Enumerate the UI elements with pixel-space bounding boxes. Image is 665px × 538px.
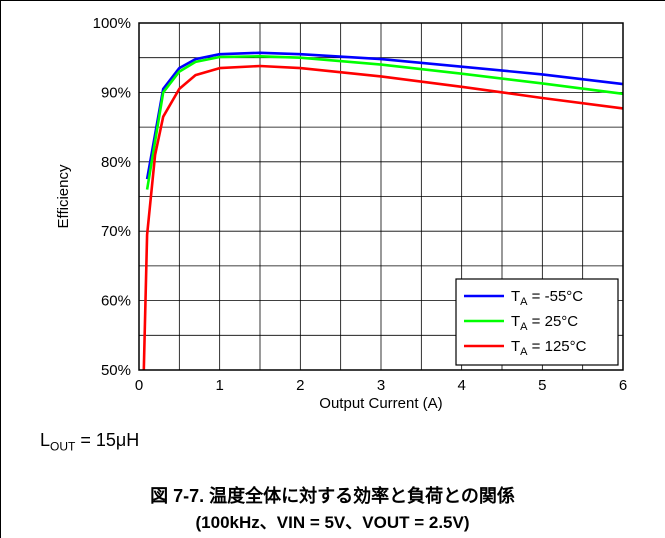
inductor-note: LOUT = 15μH: [40, 430, 139, 454]
frame-left-border: [0, 0, 1, 538]
note-sub: OUT: [50, 439, 76, 454]
y-tick-label: 90%: [101, 84, 131, 101]
x-tick-label: 4: [457, 377, 465, 394]
y-tick-label: 70%: [101, 223, 131, 240]
y-tick-label: 50%: [101, 362, 131, 379]
x-tick-labels: 0 1 2 3 4 5 6: [135, 377, 627, 394]
legend-entry: TA = 125°C: [511, 338, 587, 358]
frame-top-border: [0, 0, 665, 1]
y-tick-label: 80%: [101, 154, 131, 171]
series-lines: [142, 51, 624, 371]
efficiency-chart: 0 1 2 3 4 5 6 50% 60% 70% 80% 90% 100% Output Curre…: [55, 15, 627, 412]
x-tick-label: 2: [296, 377, 304, 394]
figure-caption-conditions: (100kHz、VIN = 5V、VOUT = 2.5V): [195, 513, 470, 532]
x-tick-label: 1: [215, 377, 223, 394]
figure-caption-title: 図 7-7. 温度全体に対する効率と負荷との関係: [150, 486, 515, 506]
y-tick-labels: 50% 60% 70% 80% 90% 100%: [93, 15, 131, 379]
legend-entry: TA = 25°C: [511, 313, 578, 333]
x-tick-label: 3: [377, 377, 385, 394]
series-line-2: [142, 64, 624, 371]
plot-border: [138, 22, 624, 371]
x-tick-label: 5: [538, 377, 546, 394]
y-tick-label: 60%: [101, 293, 131, 310]
legend: TA = -55°C TA = 25°C TA = 125°C: [455, 278, 619, 366]
y-axis-label: Efficiency: [55, 164, 72, 228]
note-rest: = 15μH: [75, 430, 140, 450]
x-axis-label: Output Current (A): [319, 395, 442, 412]
series-line-1: [145, 54, 624, 190]
x-tick-label: 0: [135, 377, 143, 394]
x-tick-label: 6: [619, 377, 627, 394]
series-line-0: [145, 51, 624, 180]
note-main: L: [40, 430, 51, 450]
legend-entry: TA = -55°C: [511, 288, 583, 308]
y-tick-label: 100%: [93, 15, 131, 32]
